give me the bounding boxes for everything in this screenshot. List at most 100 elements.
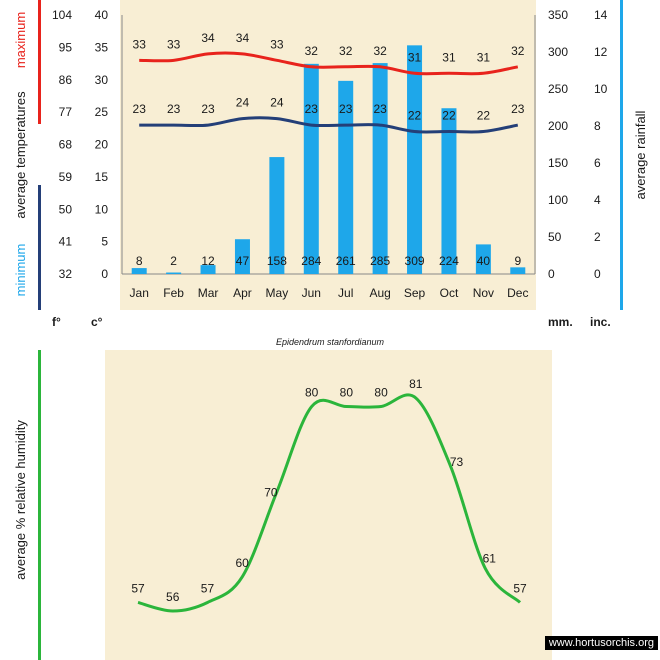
humidity-line bbox=[137, 393, 522, 613]
top-plot-background bbox=[120, 0, 536, 310]
rainfall-bar bbox=[407, 45, 423, 275]
ylabel-max-word: maximum bbox=[13, 12, 28, 68]
rainfall-data-label: 158 bbox=[267, 254, 287, 268]
rainfall-bar bbox=[510, 267, 526, 274]
max-temp-data-label: 31 bbox=[408, 50, 422, 64]
max-temp-data-label: 33 bbox=[270, 37, 284, 51]
rainfall-bar bbox=[338, 80, 354, 274]
humidity-data-label: 80 bbox=[305, 386, 319, 400]
inch-tick-label: 14 bbox=[594, 8, 608, 22]
inch-tick-label: 10 bbox=[594, 82, 608, 96]
min-temp-data-label: 22 bbox=[442, 109, 456, 123]
max-temp-data-label: 32 bbox=[373, 44, 387, 58]
ylabel-rainfall: average rainfall bbox=[633, 110, 648, 199]
fahrenheit-tick-label: 95 bbox=[59, 40, 73, 54]
unit-celsius: c° bbox=[91, 315, 103, 329]
ylabel-middle-words: average temperatures bbox=[13, 91, 28, 219]
celsius-tick-label: 5 bbox=[101, 235, 108, 249]
rainfall-data-label: 261 bbox=[336, 254, 356, 268]
rainfall-bar bbox=[475, 244, 491, 274]
rainfall-axis-bar bbox=[620, 0, 623, 310]
max-temp-data-label: 31 bbox=[442, 50, 456, 64]
species-caption: Epidendrum stanfordianum bbox=[276, 337, 385, 347]
rainfall-bar bbox=[131, 268, 147, 274]
min-temp-data-label: 23 bbox=[305, 102, 319, 116]
min-temp-data-label: 23 bbox=[373, 102, 387, 116]
mm-tick-label: 300 bbox=[548, 45, 568, 59]
month-tick-label: Feb bbox=[163, 286, 184, 300]
humidity-data-label: 73 bbox=[450, 455, 464, 469]
celsius-tick-label: 30 bbox=[95, 73, 109, 87]
humidity-chart: average % relative humidity 57 56 57 60 70 80… bbox=[13, 350, 552, 660]
max-temp-data-label: 34 bbox=[201, 31, 215, 45]
temperature-rainfall-chart: maximum average temperatures minimum ave… bbox=[13, 0, 648, 347]
mm-tick-label: 0 bbox=[548, 267, 555, 281]
max-temp-data-label: 31 bbox=[477, 50, 491, 64]
rainfall-data-label: 9 bbox=[514, 254, 521, 268]
fahrenheit-tick-label: 68 bbox=[59, 138, 73, 152]
fahrenheit-tick-label: 59 bbox=[59, 170, 73, 184]
inch-tick-label: 12 bbox=[594, 45, 608, 59]
min-temp-data-label: 22 bbox=[408, 109, 422, 123]
month-tick-label: Mar bbox=[198, 286, 219, 300]
unit-fahrenheit: f° bbox=[52, 315, 61, 329]
max-temp-data-label: 32 bbox=[511, 44, 525, 58]
inch-tick-label: 0 bbox=[594, 267, 601, 281]
max-axis-bar bbox=[38, 0, 41, 124]
month-tick-label: Jul bbox=[338, 286, 353, 300]
humidity-data-labels: 57 56 57 60 70 80 80 80 81 73 61 57 bbox=[131, 377, 527, 604]
rainfall-data-label: 285 bbox=[370, 254, 390, 268]
rainfall-data-label: 8 bbox=[136, 254, 143, 268]
rainfall-data-label: 224 bbox=[439, 254, 459, 268]
unit-inches: inc. bbox=[590, 315, 611, 329]
inch-tick-label: 8 bbox=[594, 119, 601, 133]
month-tick-label: Jan bbox=[130, 286, 149, 300]
rainfall-data-label: 47 bbox=[236, 254, 250, 268]
max-temperature-line bbox=[139, 51, 519, 76]
month-tick-label: Nov bbox=[473, 286, 494, 300]
data-labels: 8 2 12 47 158 284 261 285 309 224 40 9 33 33 34 34 33 32 3… bbox=[133, 31, 525, 268]
rainfall-data-label: 40 bbox=[477, 254, 491, 268]
humidity-data-label: 57 bbox=[201, 581, 215, 595]
celsius-tick-label: 40 bbox=[95, 8, 109, 22]
max-temp-data-label: 33 bbox=[167, 37, 181, 51]
humidity-data-label: 57 bbox=[513, 581, 527, 595]
fahrenheit-tick-label: 86 bbox=[59, 73, 73, 87]
min-temp-data-label: 23 bbox=[511, 102, 525, 116]
month-tick-label: Jun bbox=[302, 286, 321, 300]
month-tick-label: Aug bbox=[369, 286, 390, 300]
rainfall-bars bbox=[131, 45, 526, 275]
humidity-data-label: 81 bbox=[409, 377, 423, 391]
inch-tick-label: 6 bbox=[594, 156, 601, 170]
inch-tick-label: 4 bbox=[594, 193, 601, 207]
month-tick-label: Oct bbox=[440, 286, 459, 300]
rainfall-bar bbox=[166, 272, 182, 274]
max-temp-data-label: 33 bbox=[133, 37, 147, 51]
celsius-tick-label: 25 bbox=[95, 105, 109, 119]
min-axis-bar bbox=[38, 185, 41, 310]
min-temp-data-label: 23 bbox=[133, 102, 147, 116]
max-temp-data-label: 32 bbox=[339, 44, 353, 58]
fahrenheit-tick-label: 32 bbox=[59, 267, 73, 281]
celsius-tick-label: 0 bbox=[101, 267, 108, 281]
min-temp-data-label: 23 bbox=[167, 102, 181, 116]
fahrenheit-tick-label: 50 bbox=[59, 202, 73, 216]
rainfall-data-label: 2 bbox=[170, 254, 177, 268]
rainfall-bar bbox=[303, 63, 319, 275]
celsius-tick-label: 10 bbox=[95, 202, 109, 216]
humidity-data-label: 60 bbox=[236, 556, 250, 570]
mm-tick-label: 50 bbox=[548, 230, 562, 244]
mm-tick-label: 200 bbox=[548, 119, 568, 133]
fahrenheit-tick-label: 104 bbox=[52, 8, 72, 22]
rainfall-bar bbox=[269, 157, 285, 274]
min-temp-data-label: 24 bbox=[270, 96, 284, 110]
mm-tick-label: 350 bbox=[548, 8, 568, 22]
month-tick-label: Apr bbox=[233, 286, 252, 300]
min-temperature-line bbox=[139, 116, 519, 134]
celsius-tick-label: 15 bbox=[95, 170, 109, 184]
min-temp-data-label: 22 bbox=[477, 109, 491, 123]
humidity-curve bbox=[137, 393, 522, 613]
rainfall-bar bbox=[234, 239, 250, 274]
rainfall-bar bbox=[372, 63, 388, 274]
